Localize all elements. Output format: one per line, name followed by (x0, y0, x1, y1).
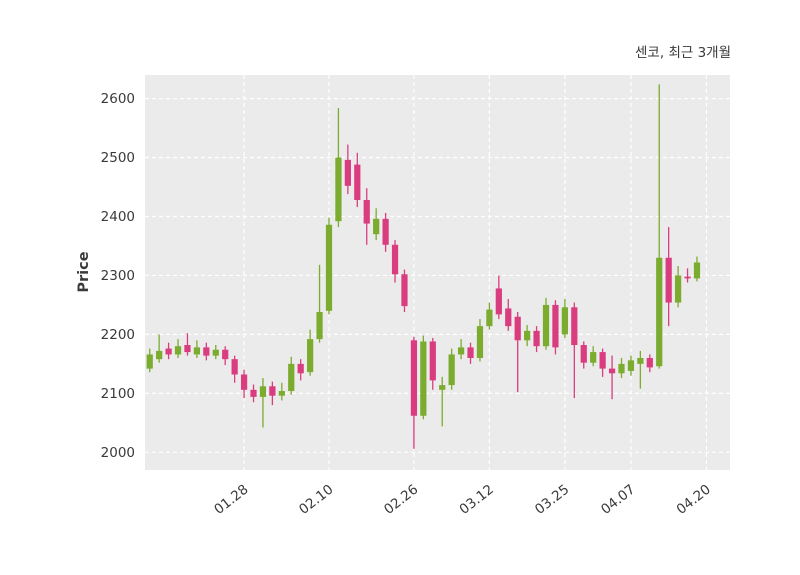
candle-body (354, 164, 361, 200)
plot-area (145, 75, 730, 470)
candle-body (561, 307, 568, 335)
candle-body (344, 159, 351, 186)
candle-body (297, 363, 304, 374)
candle-body (373, 218, 380, 235)
candle-body (571, 307, 578, 346)
candle-body (410, 340, 418, 416)
y-tick-label: 2300 (101, 268, 135, 284)
candle-body (665, 257, 672, 303)
candle-body (269, 386, 276, 396)
candle-body (542, 304, 550, 347)
candle-body (259, 386, 267, 397)
candle-body (420, 341, 427, 416)
candle-body (693, 262, 701, 279)
x-tick-label: 02.10 (296, 482, 336, 518)
candle-body (184, 345, 191, 353)
candle-body (429, 341, 436, 381)
candle-body (212, 349, 219, 356)
candle-body (307, 339, 314, 373)
candle-body (335, 157, 342, 222)
y-axis-label: Price (76, 251, 92, 292)
candle-body (476, 326, 484, 358)
x-tick-label: 03.25 (532, 482, 572, 518)
candle-body (646, 357, 653, 368)
candle-body (316, 312, 323, 340)
candle-body (203, 347, 210, 356)
candle-body (505, 308, 512, 327)
candle-body (552, 304, 559, 348)
candle-body (146, 354, 153, 369)
candle-body (618, 363, 625, 374)
x-tick-label: 02.26 (381, 482, 421, 518)
candle-body (325, 224, 333, 311)
candle-body (580, 345, 587, 363)
candle-body (363, 199, 370, 224)
candle-body (193, 347, 201, 355)
candle-body (391, 244, 399, 275)
candle-body (495, 288, 502, 315)
chart-title: 센코, 최근 3개월 (635, 45, 731, 61)
candle-body (627, 360, 635, 371)
candle-body (222, 349, 229, 360)
candle-body (637, 357, 644, 364)
candle-body (608, 368, 616, 374)
x-tick-label: 03.12 (457, 482, 497, 518)
candle-body (590, 352, 597, 363)
candle-body (533, 330, 540, 347)
y-tick-label: 2200 (101, 327, 135, 343)
candle-body (674, 275, 682, 303)
x-tick-label: 01.28 (211, 482, 251, 518)
x-tick-label: 04.20 (674, 482, 714, 518)
candle-body (524, 330, 531, 341)
candle-body (401, 274, 408, 307)
candle-body (288, 363, 295, 391)
candle-body (231, 359, 238, 375)
candle-body (439, 385, 446, 390)
candle-body (467, 347, 474, 358)
candle-body (382, 218, 389, 245)
candle-body (174, 346, 182, 355)
y-tick-label: 2000 (101, 445, 135, 461)
candle-body (278, 391, 285, 396)
candle-body (156, 350, 163, 360)
y-tick-label: 2600 (101, 91, 135, 107)
candle-body (165, 348, 172, 355)
candle-body (514, 316, 521, 341)
x-tick-label: 04.07 (598, 482, 638, 518)
candle-body (457, 347, 465, 355)
candle-body (656, 257, 663, 367)
y-tick-label: 2500 (101, 150, 135, 166)
y-tick-label: 2400 (101, 209, 135, 225)
y-tick-label: 2100 (101, 386, 135, 402)
candle-body (240, 374, 248, 390)
candle-body (486, 309, 493, 327)
candle-body (448, 354, 455, 386)
candle-body (684, 276, 691, 279)
plot-layer: 2000 2100 2200 2300 2400 2500 2600 01.28 02.10 02… (101, 75, 730, 518)
candle-body (250, 389, 257, 397)
candle-body (599, 352, 606, 369)
